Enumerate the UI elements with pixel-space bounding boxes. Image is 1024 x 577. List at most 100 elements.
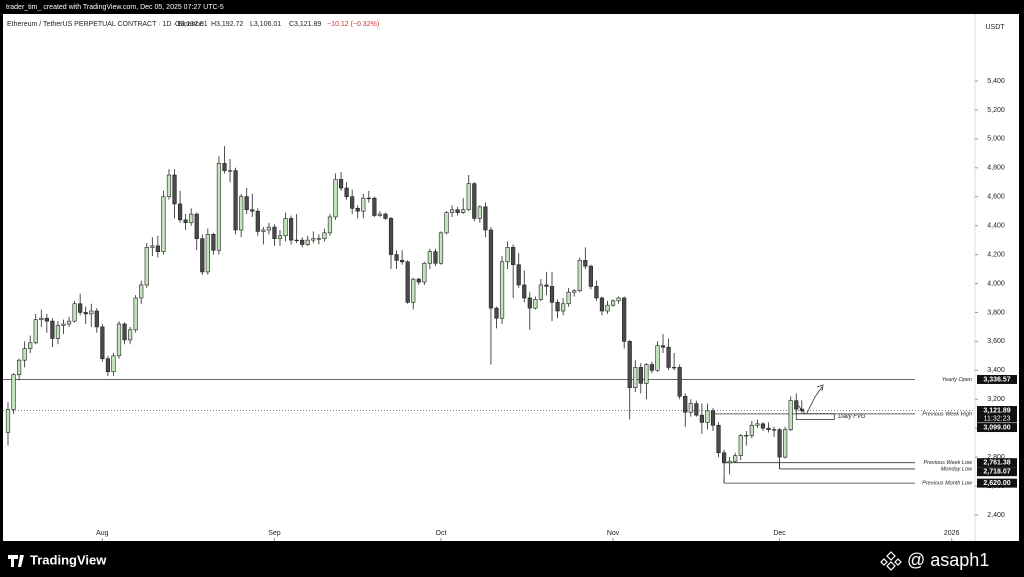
candle-body (705, 410, 710, 423)
candle-body (361, 197, 366, 212)
candle-body (733, 455, 738, 462)
candle-body (655, 345, 660, 371)
candle-body (477, 206, 482, 219)
candle-body (177, 203, 183, 221)
candle-body (721, 452, 727, 464)
candle-body (283, 218, 288, 237)
candle-body (372, 197, 377, 216)
y-tick-label: 4,200 (987, 251, 1005, 258)
candle-body (694, 403, 699, 416)
brand: TradingView (30, 552, 107, 567)
candle-body (394, 254, 399, 261)
x-tick-label: Oct (436, 530, 447, 537)
candle-body (660, 345, 666, 348)
candle-body (133, 297, 138, 331)
candle-body (216, 163, 222, 251)
candle-body (577, 260, 582, 292)
candle-body (189, 213, 194, 224)
candle-body (39, 317, 44, 320)
candle-body (438, 232, 444, 264)
candle-body (338, 179, 344, 189)
level-price-label-box (977, 458, 1017, 468)
level-price-label-box (977, 423, 1017, 433)
candle-body (350, 196, 355, 209)
projection-arrow (816, 384, 824, 392)
candle-body (294, 239, 299, 242)
candle-body (522, 284, 527, 299)
candle-body (794, 400, 799, 410)
y-tick-label: 3,400 (987, 367, 1005, 374)
candle-body (777, 429, 782, 458)
candle-body (222, 163, 227, 171)
candle-body (327, 216, 333, 234)
candle-body (677, 367, 682, 397)
candle-body (272, 226, 277, 239)
candle-body (427, 251, 432, 264)
candle-body (727, 461, 732, 464)
candle-body (605, 304, 610, 312)
candle-body (627, 341, 632, 388)
fvg-label: Daily FVG (838, 414, 866, 420)
candle-body (244, 196, 249, 211)
candle-body (516, 264, 521, 286)
candle-body (150, 245, 155, 248)
candle-body (466, 183, 471, 211)
level-price-label-box (977, 478, 1017, 488)
candle-body (227, 170, 233, 172)
candle-body (44, 317, 49, 322)
symbol-title: Ethereum / TetherUS PERPETUAL CONTRACT ·… (7, 21, 203, 28)
candle-body (16, 359, 22, 375)
candle-body (83, 312, 88, 315)
candle-body (416, 278, 421, 283)
candle-body (194, 213, 199, 239)
level-name: Previous Month Low (922, 481, 973, 487)
candle-body (749, 424, 754, 436)
candle-body (311, 238, 316, 241)
candle-body (250, 209, 255, 212)
candle-body (472, 183, 477, 219)
candle-body (200, 238, 205, 273)
legend: Ethereum / TetherUS PERPETUAL CONTRACT ·… (7, 21, 379, 28)
candle-body (366, 197, 371, 200)
candle-body (277, 235, 283, 239)
y-tick-label: 4,000 (987, 280, 1005, 287)
candle-body (305, 239, 310, 245)
level-name: Previous Week Low (923, 460, 973, 466)
candle-body (683, 396, 688, 413)
candle-body (211, 234, 216, 251)
candle-body (28, 342, 33, 349)
y-tick-label: 4,400 (987, 222, 1005, 229)
candle-body (449, 209, 455, 213)
candle-body (616, 297, 621, 302)
candle-body (788, 400, 793, 430)
candle-body (638, 367, 643, 384)
level-price-label: 2,761.38 (983, 460, 1010, 467)
last-price-label: 3,121.89 (983, 407, 1010, 414)
candle-body (422, 262, 427, 283)
x-tick-label: Dec (773, 530, 786, 537)
candle-body (50, 320, 55, 339)
candle-body (183, 219, 188, 224)
legend-high: H3,192.72 (211, 21, 243, 28)
candle-body (738, 435, 743, 456)
candle-body (527, 297, 532, 309)
candle-body (538, 284, 544, 300)
candle-body (599, 297, 605, 312)
footer-bar (0, 545, 1024, 577)
candle-body (239, 196, 244, 231)
candle-body (139, 284, 144, 299)
candle-body (61, 323, 66, 326)
level-price-label-box (977, 374, 1017, 384)
candle-body (771, 429, 777, 431)
candle-body (388, 218, 394, 255)
candle-body (783, 429, 788, 458)
candle-body (233, 170, 238, 231)
candle-body (755, 423, 760, 426)
candle-body (255, 210, 260, 232)
candle-body (355, 207, 360, 212)
header-text: trader_tim_ created with TradingView.com… (6, 4, 224, 11)
y-unit: USDT (985, 24, 1005, 31)
y-tick-label: 5,400 (987, 78, 1005, 85)
candle-body (444, 212, 449, 234)
candle-body (205, 234, 210, 273)
